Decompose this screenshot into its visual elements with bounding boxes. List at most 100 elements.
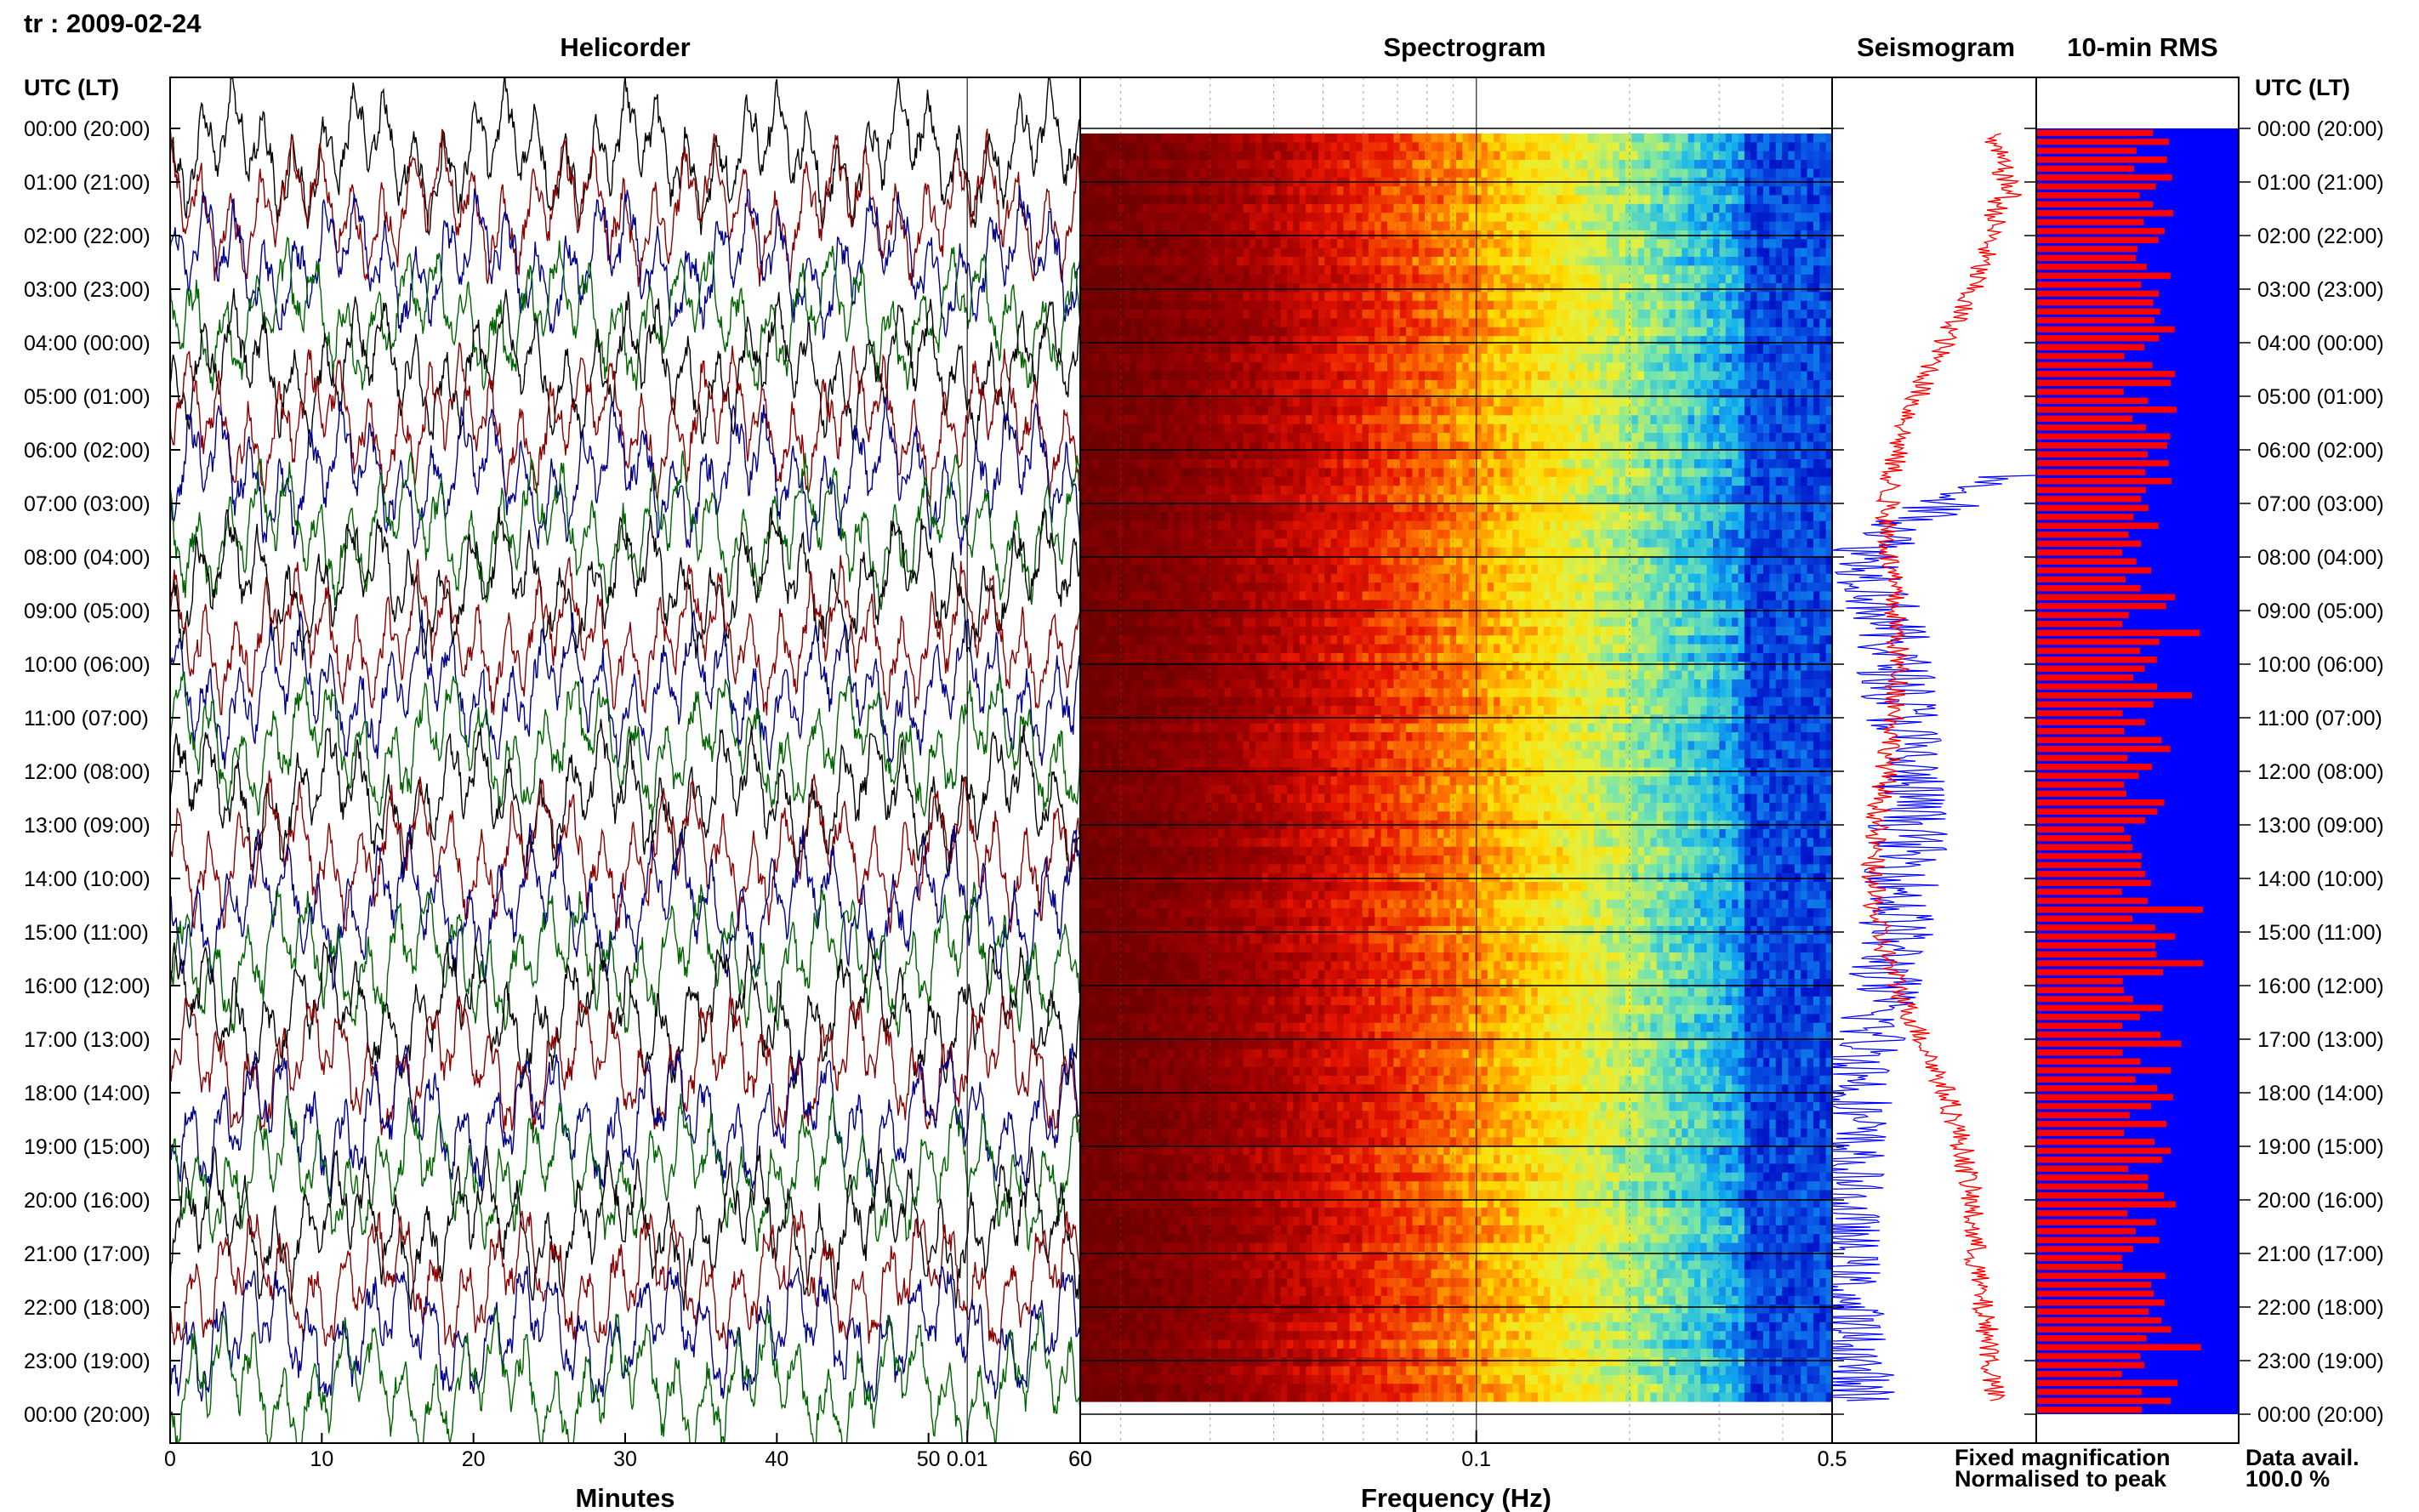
spectrogram-cell: [1775, 423, 1783, 434]
spectrogram-cell: [1544, 486, 1551, 496]
spectrogram-cell: [1306, 494, 1313, 504]
spectrogram-cell: [1494, 344, 1501, 355]
spectrogram-cell: [1682, 318, 1689, 328]
spectrogram-cell: [1092, 459, 1100, 469]
spectrogram-cell: [1505, 265, 1513, 276]
spectrogram-cell: [1494, 406, 1501, 416]
spectrogram-cell: [1794, 142, 1801, 152]
spectrogram-cell: [1293, 221, 1301, 231]
helicorder-trace: [170, 507, 1080, 661]
spectrogram-cell: [1550, 186, 1557, 196]
spectrogram-cell: [1418, 221, 1426, 231]
spectrogram-cell: [1161, 134, 1169, 143]
spectrogram-cell: [1525, 265, 1532, 276]
spectrogram-cell: [1562, 486, 1570, 496]
spectrogram-cell: [1807, 450, 1814, 460]
spectrogram-cell: [1562, 265, 1570, 276]
spectrogram-cell: [1124, 441, 1131, 452]
spectrogram-cell: [1468, 397, 1476, 407]
spectrogram-cell: [1531, 213, 1539, 223]
spectrogram-cell: [1287, 327, 1295, 337]
spectrogram-cell: [1775, 379, 1783, 389]
spectrogram-cell: [1118, 274, 1125, 284]
spectrogram-cell: [1312, 336, 1319, 346]
spectrogram-cell: [1380, 406, 1388, 416]
spectrogram-cell: [1268, 168, 1275, 179]
spectrogram-cell: [1412, 379, 1420, 389]
spectrogram-cell: [1788, 344, 1796, 355]
spectrogram-cell: [1500, 362, 1507, 372]
spectrogram-cell: [1600, 327, 1608, 337]
spectrogram-cell: [1149, 389, 1156, 399]
spectrogram-cell: [1825, 336, 1833, 346]
spectrogram-cell: [1124, 423, 1131, 434]
spectrogram-cell: [1505, 168, 1513, 179]
spectrogram-cell: [1462, 142, 1470, 152]
spectrogram-cell: [1449, 336, 1457, 346]
spectrogram-cell: [1656, 274, 1664, 284]
spectrogram-cell: [1494, 486, 1501, 496]
spectrogram-cell: [1782, 256, 1790, 266]
spectrogram-cell: [1168, 160, 1175, 170]
spectrogram-cell: [1130, 379, 1137, 389]
spectrogram-cell: [1431, 353, 1438, 363]
spectrogram-cell: [1243, 415, 1250, 425]
spectrogram-cell: [1425, 195, 1432, 205]
spectrogram-cell: [1306, 353, 1313, 363]
spectrogram-cell: [1637, 134, 1645, 143]
spectrogram-cell: [1500, 142, 1507, 152]
spectrogram-cell: [1406, 310, 1414, 320]
spectrogram-cell: [1249, 344, 1256, 355]
spectrogram-cell: [1688, 423, 1695, 434]
spectrogram-cell: [1124, 203, 1131, 213]
spectrogram-cell: [1462, 195, 1470, 205]
spectrogram-cell: [1682, 265, 1689, 276]
spectrogram-cell: [1086, 389, 1094, 399]
spectrogram-cell: [1111, 310, 1118, 320]
spectrogram-cell: [1237, 336, 1244, 346]
spectrogram-cell: [1650, 239, 1658, 249]
spectrogram-cell: [1443, 274, 1451, 284]
spectrogram-cell: [1788, 406, 1796, 416]
spectrogram-cell: [1111, 406, 1118, 416]
spectrogram-cell: [1574, 406, 1582, 416]
spectrogram-cell: [1399, 195, 1407, 205]
spectrogram-cell: [1782, 134, 1790, 143]
spectrogram-cell: [1243, 168, 1250, 179]
spectrogram-cell: [1105, 134, 1113, 143]
spectrogram-cell: [1813, 450, 1820, 460]
spectrogram-cell: [1237, 476, 1244, 486]
spectrogram-cell: [1663, 195, 1671, 205]
spectrogram-cell: [1750, 247, 1758, 258]
spectrogram-cell: [1525, 459, 1532, 469]
spectrogram-cell: [1380, 265, 1388, 276]
spectrogram-cell: [1099, 195, 1107, 205]
spectrogram-cell: [1468, 300, 1476, 310]
spectrogram-cell: [1261, 327, 1269, 337]
spectrogram-cell: [1550, 379, 1557, 389]
spectrogram-cell: [1750, 441, 1758, 452]
spectrogram-cell: [1299, 397, 1306, 407]
spectrogram-cell: [1092, 379, 1100, 389]
spectrogram-cell: [1706, 168, 1714, 179]
spectrogram-cell: [1619, 389, 1626, 399]
spectrogram-cell: [1406, 292, 1414, 302]
spectrogram-cell: [1268, 318, 1275, 328]
spectrogram-cell: [1086, 371, 1094, 381]
spectrogram-cell: [1688, 134, 1695, 143]
spectrogram-cell: [1080, 274, 1087, 284]
spectrogram-cell: [1418, 318, 1426, 328]
spectrogram-cell: [1168, 397, 1175, 407]
spectrogram-cell: [1600, 362, 1608, 372]
spectrogram-cell: [1349, 310, 1357, 320]
spectrogram-cell: [1475, 353, 1483, 363]
spectrogram-cell: [1794, 195, 1801, 205]
spectrogram-cell: [1625, 151, 1632, 161]
spectrogram-cell: [1762, 151, 1770, 161]
spectrogram-cell: [1105, 459, 1113, 469]
spectrogram-cell: [1587, 265, 1595, 276]
spectrogram-cell: [1475, 476, 1483, 486]
spectrogram-cell: [1356, 441, 1363, 452]
spectrogram-cell: [1706, 256, 1714, 266]
spectrogram-cell: [1412, 389, 1420, 399]
